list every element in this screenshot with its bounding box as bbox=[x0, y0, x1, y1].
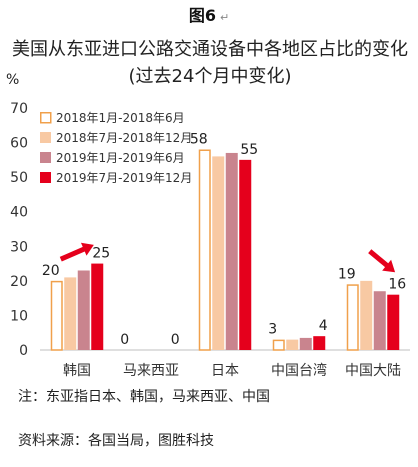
bar bbox=[239, 159, 252, 350]
chart-note: 注：东亚指日本、韩国，马来西亚、中国 bbox=[18, 389, 270, 405]
bar bbox=[313, 336, 326, 350]
y-tick-label: 10 bbox=[10, 308, 28, 324]
return-mark-icon: ↵ bbox=[219, 11, 230, 24]
legend-label: 2018年7月-2018年12月 bbox=[56, 131, 192, 145]
chart-source: 资料来源：各国当局，图胜科技 bbox=[18, 433, 214, 449]
legend-swatch bbox=[40, 132, 51, 143]
legend-swatch bbox=[40, 172, 51, 183]
data-label: 19 bbox=[338, 266, 356, 282]
data-label: 0 bbox=[120, 332, 129, 348]
y-tick-label: 20 bbox=[10, 274, 28, 290]
bar bbox=[346, 284, 359, 351]
data-label: 3 bbox=[268, 322, 277, 338]
chart-title: 美国从东亚进口公路交通设备中各地区占比的变化(过去24个月中变化) bbox=[12, 39, 408, 87]
y-tick-label: 0 bbox=[19, 343, 28, 359]
bar bbox=[225, 152, 238, 350]
bar bbox=[387, 294, 400, 350]
bar bbox=[272, 339, 285, 351]
bar bbox=[91, 263, 104, 350]
x-tick-label: 中国大陆 bbox=[345, 363, 401, 379]
data-label: 20 bbox=[42, 263, 60, 279]
bar bbox=[50, 280, 63, 351]
legend-label: 2019年1月-2019年6月 bbox=[56, 151, 185, 165]
bar bbox=[198, 149, 211, 351]
bar bbox=[373, 291, 386, 350]
legend-label: 2019年7月-2019年12月 bbox=[56, 171, 192, 185]
x-tick-label: 韩国 bbox=[63, 363, 91, 379]
y-tick-label: 70 bbox=[10, 101, 28, 117]
data-label: 58 bbox=[190, 131, 208, 147]
legend-label: 2018年1月-2018年6月 bbox=[56, 111, 185, 125]
y-tick-label: 50 bbox=[10, 170, 28, 186]
bar bbox=[286, 339, 299, 350]
annotation-arrow-head bbox=[382, 259, 396, 273]
data-label: 55 bbox=[240, 142, 258, 158]
y-axis-label: % bbox=[6, 72, 19, 88]
annotation-arrow-head bbox=[80, 242, 94, 256]
data-label: 4 bbox=[319, 318, 328, 334]
legend-swatch bbox=[40, 112, 52, 124]
x-tick-label: 中国台湾 bbox=[271, 362, 327, 379]
bar bbox=[212, 156, 225, 350]
legend-swatch bbox=[40, 152, 51, 163]
data-label: 25 bbox=[92, 246, 110, 262]
y-tick-label: 40 bbox=[10, 205, 28, 221]
figure-label-text: 图6 bbox=[188, 6, 216, 25]
x-tick-label: 马来西亚 bbox=[123, 363, 179, 379]
data-label: 16 bbox=[388, 277, 406, 293]
data-label: 0 bbox=[171, 332, 180, 348]
y-tick-label: 30 bbox=[10, 239, 28, 255]
x-tick-label: 日本 bbox=[211, 363, 239, 379]
bar bbox=[299, 337, 312, 350]
bar bbox=[77, 270, 90, 350]
figure-label: 图6 ↵ bbox=[0, 2, 418, 26]
bar bbox=[64, 277, 77, 350]
y-tick-label: 60 bbox=[10, 136, 28, 152]
bar bbox=[360, 280, 373, 350]
